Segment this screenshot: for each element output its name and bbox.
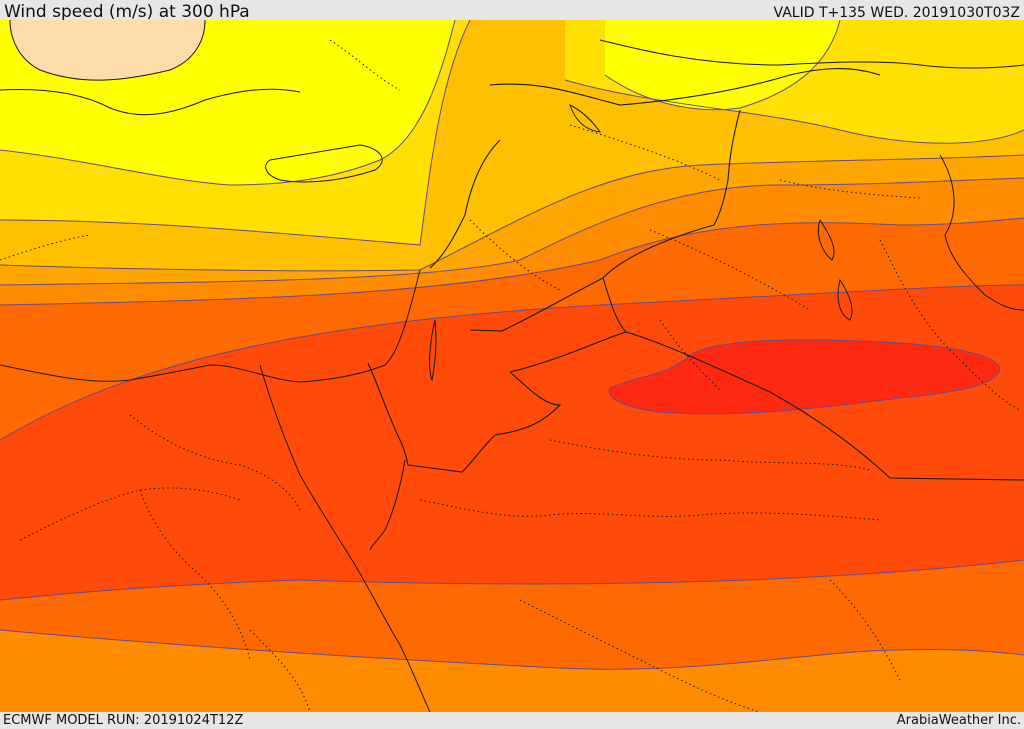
band-red-core [609,339,1000,414]
credit-label: ArabiaWeather Inc. [896,713,1021,728]
model-run-label: ECMWF MODEL RUN: 20191024T12Z [3,713,244,728]
map-title: Wind speed (m/s) at 300 hPa [4,2,250,22]
map-canvas [0,20,1024,712]
admin-boundaries [0,39,1021,712]
coastlines [0,20,1024,712]
isolines [0,20,1024,670]
country-borders [367,68,1024,481]
valid-time: VALID T+135 WED. 20191030T03Z [773,5,1020,21]
land-highlight [10,20,205,81]
wind-speed-map [0,20,1024,712]
band-yellow-ne [605,20,840,110]
